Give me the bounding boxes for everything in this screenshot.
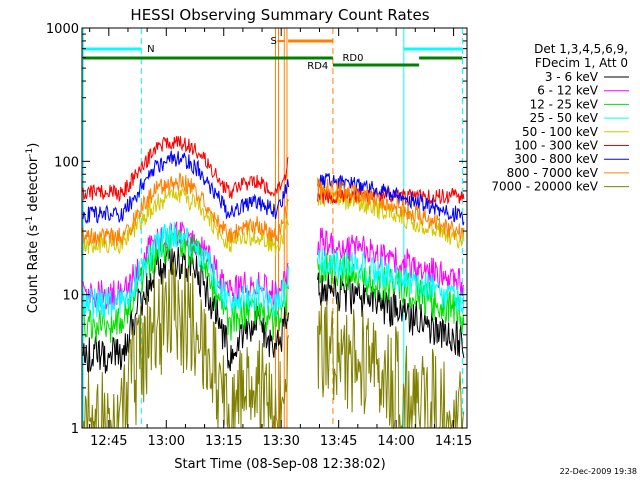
saa-label: S <box>270 36 276 47</box>
x-tick-label-4: 13:45 <box>320 434 357 449</box>
y-axis-label-sup2: -1 <box>25 148 35 157</box>
y-axis-label-mid: detector <box>26 156 41 216</box>
night-label: N <box>147 44 154 55</box>
y-axis-label-sup1: -1 <box>25 216 35 225</box>
legend-label-4: 50 - 100 keV <box>522 125 599 139</box>
y-axis-label-end: ) <box>26 143 41 148</box>
rd0-label: RD0 <box>342 53 363 64</box>
x-tick-label-5: 14:00 <box>377 434 414 449</box>
series-line-3-b <box>317 246 465 312</box>
x-tick-label-0: 12:45 <box>90 434 127 449</box>
series-line-2-a <box>82 227 289 343</box>
series-line-0-a <box>82 243 289 374</box>
legend-label-3: 25 - 50 keV <box>530 111 599 125</box>
rd4-label: RD4 <box>307 61 328 72</box>
x-tick-label-6: 14:15 <box>435 434 472 449</box>
y-tick-label-3: 1000 <box>46 22 79 37</box>
x-tick-label-1: 13:00 <box>148 434 185 449</box>
y-tick-label-0: 1 <box>71 422 79 437</box>
legend-label-7: 800 - 7000 keV <box>507 166 599 180</box>
y-axis-label: Count Rate (s-1 detector-1) <box>25 143 41 314</box>
x-axis: 12:45 13:00 13:15 13:30 13:45 14:00 14:15 <box>89 28 472 449</box>
series-line-8-a <box>82 261 289 429</box>
y-tick-label-1: 10 <box>62 289 79 304</box>
series-line-7-a <box>82 172 289 246</box>
x-axis-label: Start Time (08-Sep-08 12:38:02) <box>174 457 385 472</box>
legend-label-0: 3 - 6 keV <box>545 70 599 84</box>
legend-label-6: 300 - 800 keV <box>514 152 598 166</box>
x-tick-label-3: 13:30 <box>262 434 299 449</box>
series-line-7-b <box>317 177 465 241</box>
plot-frame <box>81 27 468 429</box>
series-line-6-a <box>82 150 289 225</box>
footer-timestamp: 22-Dec-2009 19:38 <box>560 467 637 476</box>
legend-label-2: 12 - 25 keV <box>530 97 599 111</box>
chart-title: HESSI Observing Summary Count Rates <box>130 6 429 24</box>
legend-label-8: 7000 - 20000 keV <box>491 180 598 194</box>
series-line-3-a <box>82 221 289 320</box>
series-line-6-b <box>317 173 465 226</box>
y-axis: 1 10 100 1000 <box>46 22 467 437</box>
x-tick-label-2: 13:15 <box>205 434 242 449</box>
legend-header-line2: FDecim 1, Att 0 <box>535 56 628 70</box>
series-line-5-b <box>317 187 465 206</box>
legend-label-5: 100 - 300 keV <box>514 139 598 153</box>
legend: Det 1,3,4,5,6,9, FDecim 1, Att 0 3 - 6 k… <box>491 42 629 194</box>
legend-label-1: 6 - 12 keV <box>537 84 599 98</box>
series-line-5-a <box>82 136 289 203</box>
legend-header-line1: Det 1,3,4,5,6,9, <box>534 42 628 56</box>
y-axis-label-main: Count Rate (s <box>26 225 41 314</box>
y-tick-label-2: 100 <box>54 155 79 170</box>
plot-area: N S RD0 RD4 <box>82 28 465 430</box>
